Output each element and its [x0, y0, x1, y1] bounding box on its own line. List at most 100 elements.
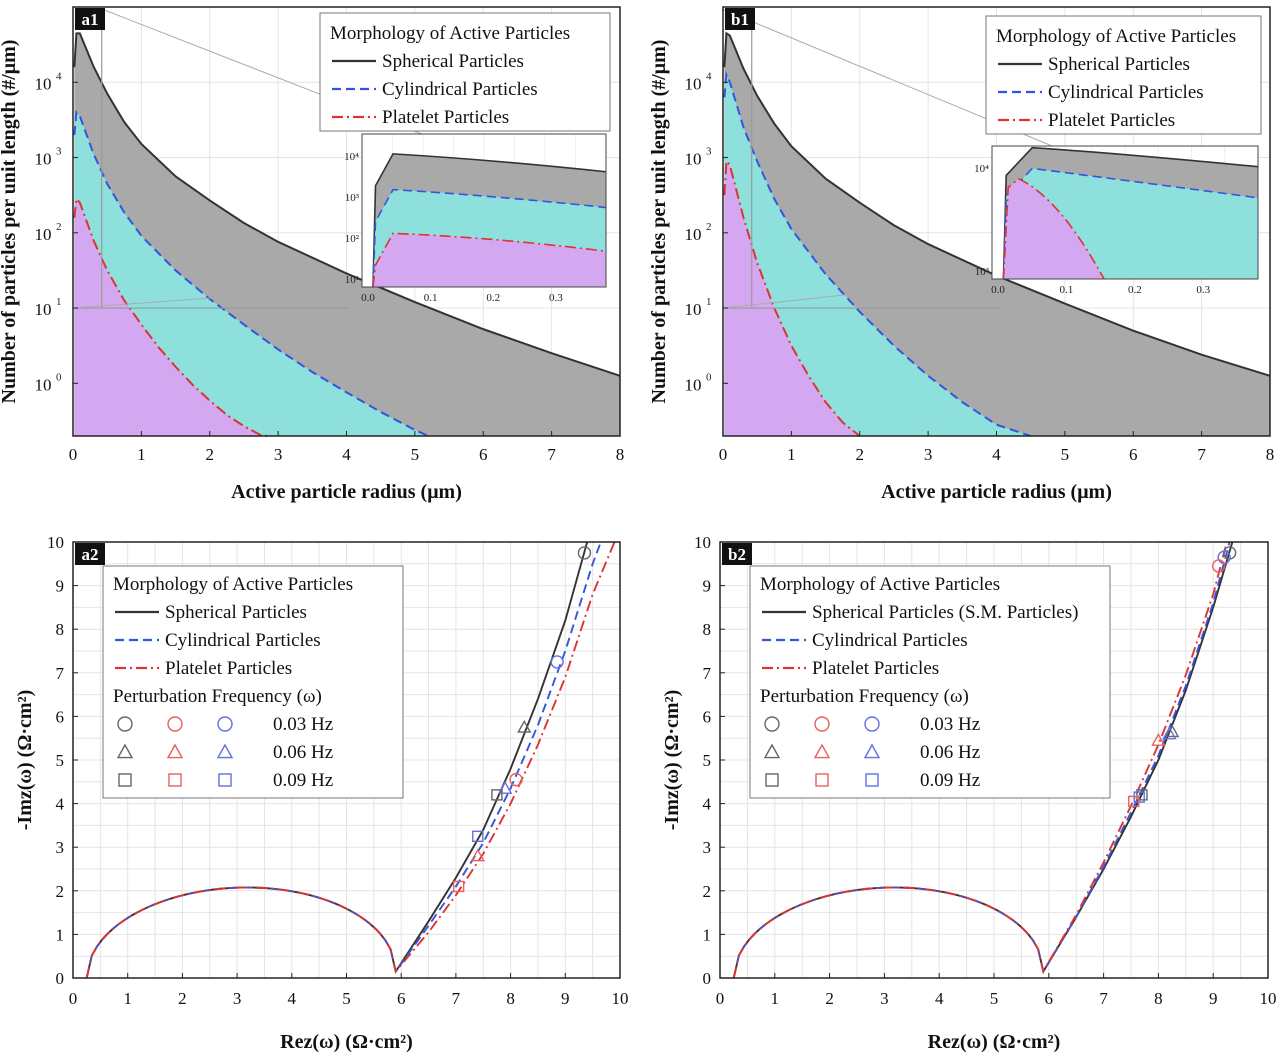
x-tick-label: 7	[547, 445, 556, 464]
x-axis-label: Rez(ω) (Ω·cm²)	[280, 1031, 413, 1053]
x-tick-label: 3	[274, 445, 283, 464]
marker-triangle	[1162, 726, 1177, 740]
marker-triangle	[813, 743, 831, 759]
marker-triangle	[517, 719, 532, 733]
legend-box	[102, 565, 404, 799]
marker-circle	[577, 546, 592, 560]
legend-a2: Morphology of Active Particles Spherical …	[102, 565, 404, 799]
y-tick-base: 10	[35, 150, 52, 169]
inset-y-tick-label: 10¹	[345, 274, 359, 286]
x-tick-label: 9	[1209, 989, 1218, 1008]
y-tick-label: 9	[56, 577, 65, 596]
x-tick-label: 8	[506, 989, 515, 1008]
inset-y-tick-label: 10³	[975, 266, 990, 278]
panel-label-box	[725, 8, 755, 30]
x-tick-label: 7	[1197, 445, 1206, 464]
marker-triangle	[863, 743, 881, 759]
y-tick-label: 7	[703, 664, 712, 683]
x-tick-label: 0	[719, 445, 728, 464]
x-axis-label: Active particle radius (μm)	[231, 481, 462, 503]
marker-triangle	[216, 743, 234, 759]
y-tick-label: 0	[703, 969, 712, 988]
x-tick-label: 6	[1129, 445, 1138, 464]
x-axis-label: Rez(ω) (Ω·cm²)	[928, 1031, 1061, 1053]
marker-circle	[1211, 559, 1226, 573]
y-tick-base: 10	[685, 150, 702, 169]
panel-label: a2	[82, 545, 99, 564]
x-tick-label: 10	[612, 989, 629, 1008]
legend-item-label: Platelet Particles	[812, 658, 939, 679]
data-layer	[732, 542, 1237, 978]
x-tick-label: 4	[992, 445, 1001, 464]
inset-x-tick-label: 0.0	[991, 284, 1005, 296]
inset-y-tick-label: 10³	[345, 192, 360, 204]
y-tick-base: 10	[685, 74, 702, 93]
x-tick-label: 3	[924, 445, 933, 464]
x-tick-label: 8	[1154, 989, 1163, 1008]
y-tick-label: 7	[56, 664, 65, 683]
y-tick-label: 4	[703, 795, 712, 814]
legend-item-label: Platelet Particles	[1048, 110, 1175, 131]
y-axis-label: Number of particles per unit length (#/μ…	[0, 40, 20, 404]
y-tick-exponent: 4	[706, 70, 712, 82]
y-tick-exponent: 3	[56, 146, 62, 158]
inset-area-platelet	[373, 233, 606, 287]
legend-item-label: Cylindrical Particles	[382, 79, 538, 100]
x-tick-label: 6	[397, 989, 406, 1008]
marker-circle	[217, 716, 233, 732]
legend-box	[319, 12, 611, 132]
x-axis-label: Active particle radius (μm)	[881, 481, 1112, 503]
x-tick-label: 7	[1099, 989, 1108, 1008]
legend-a1: Morphology of Active Particles Spherical …	[319, 12, 611, 132]
frequency-label: 0.06 Hz	[920, 742, 980, 763]
chart-b1: 0 1 2 3 4 5 6 7 8 10 0 10 1 10 2 10 3 10 4 Active particle …	[648, 6, 1274, 503]
inset-y-tick-label: 10⁴	[974, 163, 989, 175]
marker-square	[765, 773, 779, 787]
y-tick-label: 3	[703, 838, 712, 857]
legend-box	[749, 565, 1111, 799]
x-tick-label: 9	[561, 989, 570, 1008]
series-line-cylindrical	[73, 110, 429, 437]
y-tick-base: 10	[35, 74, 52, 93]
legend-item-label: Cylindrical Particles	[1048, 82, 1204, 103]
marker-circle	[864, 716, 880, 732]
marker-circle	[509, 772, 523, 787]
frequency-legend-title: Perturbation Frequency (ω)	[760, 686, 969, 707]
y-tick-label: 8	[703, 620, 712, 639]
series-line-platelet	[73, 196, 268, 437]
inset-y-tick-label: 10⁴	[344, 151, 359, 163]
y-tick-exponent: 0	[56, 371, 62, 383]
x-tick-label: 3	[233, 989, 242, 1008]
marker-circle	[167, 716, 183, 732]
inset-x-tick-label: 0.3	[549, 292, 563, 304]
marker-triangle	[497, 780, 513, 794]
y-tick-exponent: 1	[56, 296, 62, 308]
x-tick-label: 2	[856, 445, 865, 464]
inset-x-tick-label: 0.1	[1060, 284, 1074, 296]
x-tick-label: 1	[787, 445, 796, 464]
y-tick-label: 2	[703, 882, 712, 901]
panel-label-box	[75, 543, 105, 565]
legend-item-label: Spherical Particles	[165, 602, 307, 623]
inset-line-spherical	[1002, 146, 1259, 280]
marker-square	[491, 789, 503, 801]
marker-triangle	[470, 848, 485, 862]
marker-square	[1128, 795, 1140, 808]
legend-box	[985, 15, 1262, 135]
legend-title: Morphology of Active Particles	[996, 26, 1236, 47]
marker-triangle	[763, 743, 781, 759]
series-line-platelet	[723, 158, 861, 437]
y-tick-label: 2	[56, 882, 65, 901]
data-layer	[85, 542, 616, 978]
legend-title: Morphology of Active Particles	[760, 574, 1000, 595]
legend-item-label: Spherical Particles (S.M. Particles)	[812, 602, 1078, 623]
frequency-label: 0.03 Hz	[920, 714, 980, 735]
series-line-platelet	[732, 542, 1228, 978]
y-tick-label: 5	[703, 751, 712, 770]
panel-label-box	[722, 543, 752, 565]
x-tick-label: 1	[123, 989, 132, 1008]
area-platelet	[74, 198, 268, 436]
x-tick-label: 7	[452, 989, 461, 1008]
marker-circle	[814, 716, 830, 732]
y-tick-exponent: 4	[56, 70, 62, 82]
